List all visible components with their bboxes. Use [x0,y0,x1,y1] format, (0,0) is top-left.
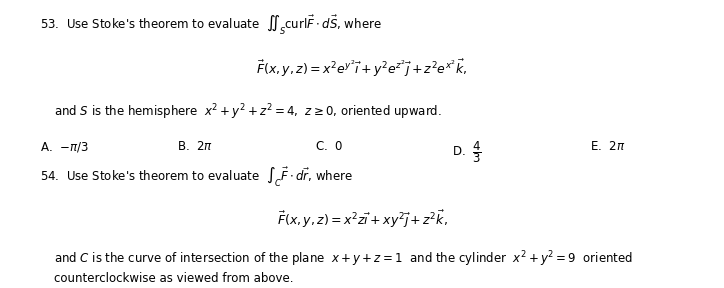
Text: C.  $0$: C. $0$ [315,140,343,153]
Text: and $C$ is the curve of intersection of the plane  $x + y + z = 1$  and the cyli: and $C$ is the curve of intersection of … [54,249,634,269]
Text: counterclockwise as viewed from above.: counterclockwise as viewed from above. [54,272,294,285]
Text: $\vec{F}(x, y, z) = x^2 z\vec{\imath} + xy^2\vec{\jmath} + z^2\vec{k},$: $\vec{F}(x, y, z) = x^2 z\vec{\imath} + … [277,209,447,230]
Text: 53.  Use Stoke's theorem to evaluate  $\iint_S \mathrm{curl}\vec{F} \cdot d\vec{: 53. Use Stoke's theorem to evaluate $\ii… [40,13,382,37]
Text: $\vec{F}(x, y, z) = x^2 e^{y^2}\vec{\imath} + y^2 e^{z^2}\vec{\jmath} + z^2 e^{x: $\vec{F}(x, y, z) = x^2 e^{y^2}\vec{\ima… [256,58,468,79]
Text: and $S$ is the hemisphere  $x^2 + y^2 + z^2 = 4$,  $z \geq 0$, oriented upward.: and $S$ is the hemisphere $x^2 + y^2 + z… [54,102,442,122]
Text: 54.  Use Stoke's theorem to evaluate  $\int_C \vec{F} \cdot d\vec{r}$, where: 54. Use Stoke's theorem to evaluate $\in… [40,166,353,190]
Text: B.  $2\pi$: B. $2\pi$ [177,140,214,153]
Text: D.  $\dfrac{4}{3}$: D. $\dfrac{4}{3}$ [452,140,482,165]
Text: E.  $2\pi$: E. $2\pi$ [590,140,626,153]
Text: A.  $-\pi/3$: A. $-\pi/3$ [40,140,88,154]
